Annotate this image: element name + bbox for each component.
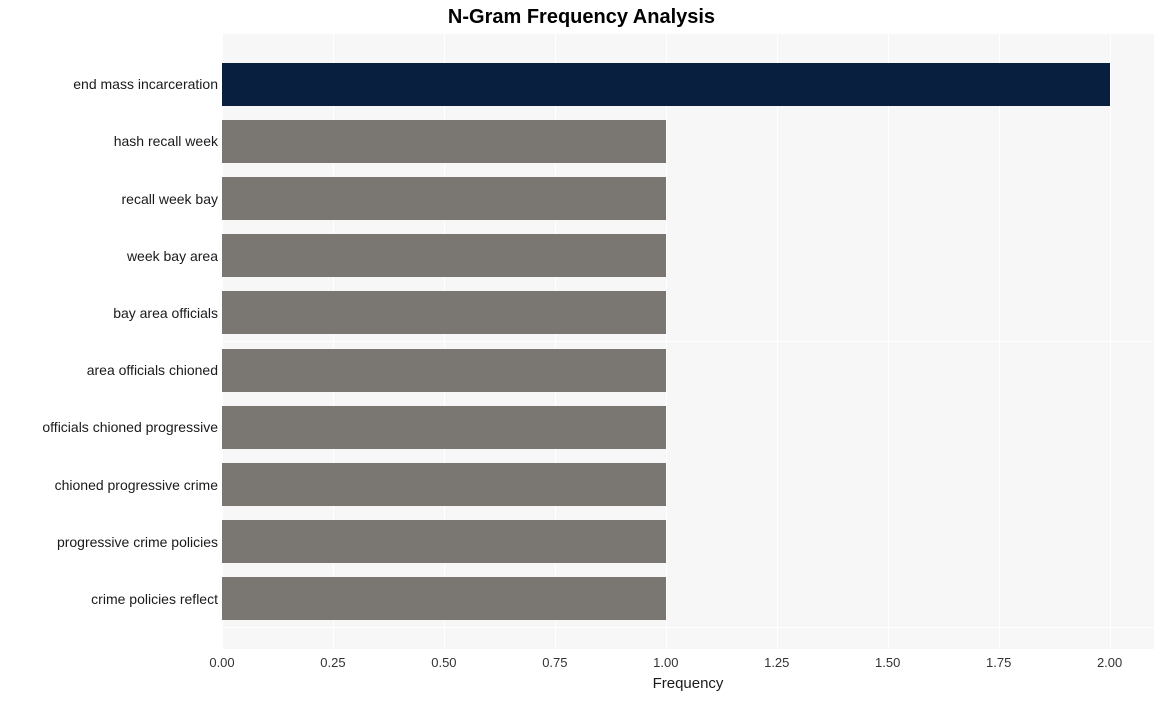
bar bbox=[222, 406, 666, 449]
x-axis-tick: 1.25 bbox=[764, 655, 789, 670]
x-axis-tick: 1.50 bbox=[875, 655, 900, 670]
bar bbox=[222, 234, 666, 277]
x-axis-tick: 0.25 bbox=[320, 655, 345, 670]
bar bbox=[222, 349, 666, 392]
y-axis-label: progressive crime policies bbox=[57, 534, 218, 550]
bar bbox=[222, 577, 666, 620]
x-axis-tick: 2.00 bbox=[1097, 655, 1122, 670]
y-axis-label: officials chioned progressive bbox=[42, 419, 218, 435]
grid-line bbox=[888, 34, 889, 649]
row-band bbox=[222, 34, 1154, 56]
x-axis-tick: 0.75 bbox=[542, 655, 567, 670]
grid-line bbox=[999, 34, 1000, 649]
bar bbox=[222, 520, 666, 563]
grid-line bbox=[1110, 34, 1111, 649]
x-axis-tick: 0.50 bbox=[431, 655, 456, 670]
bar bbox=[222, 291, 666, 334]
bar bbox=[222, 177, 666, 220]
y-axis-label: hash recall week bbox=[114, 133, 218, 149]
grid-line bbox=[777, 34, 778, 649]
y-axis-label: end mass incarceration bbox=[73, 76, 218, 92]
y-axis-label: chioned progressive crime bbox=[55, 477, 218, 493]
ngram-frequency-chart: N-Gram Frequency Analysis end mass incar… bbox=[0, 0, 1163, 701]
chart-title: N-Gram Frequency Analysis bbox=[0, 6, 1163, 29]
y-axis-label: area officials chioned bbox=[87, 362, 218, 378]
row-band bbox=[222, 628, 1154, 650]
grid-line bbox=[666, 34, 667, 649]
plot-area bbox=[222, 34, 1154, 649]
bar bbox=[222, 63, 1110, 106]
bar bbox=[222, 120, 666, 163]
y-axis-label: bay area officials bbox=[113, 305, 218, 321]
y-axis-label: recall week bay bbox=[122, 191, 219, 207]
x-axis-tick: 0.00 bbox=[209, 655, 234, 670]
x-axis-tick: 1.00 bbox=[653, 655, 678, 670]
y-axis-label: week bay area bbox=[127, 248, 218, 264]
x-axis-title: Frequency bbox=[222, 675, 1154, 692]
y-axis-label: crime policies reflect bbox=[91, 591, 218, 607]
x-axis-tick: 1.75 bbox=[986, 655, 1011, 670]
bar bbox=[222, 463, 666, 506]
